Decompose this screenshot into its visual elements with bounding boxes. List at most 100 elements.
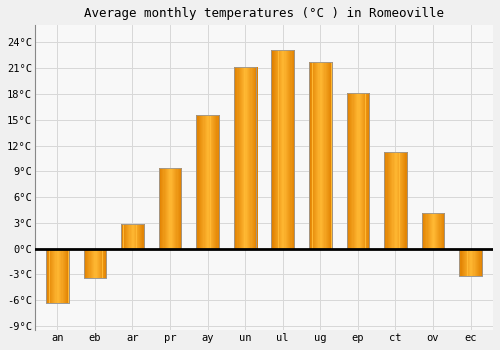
Bar <box>282 50 283 248</box>
Bar <box>121 224 122 248</box>
Bar <box>459 248 482 276</box>
Bar <box>275 50 276 248</box>
Bar <box>212 115 213 248</box>
Bar <box>60 248 62 303</box>
Bar <box>422 212 423 248</box>
Bar <box>430 212 431 248</box>
Bar <box>139 224 140 248</box>
Bar <box>54 248 56 303</box>
Bar <box>330 62 332 248</box>
Bar <box>471 248 472 276</box>
Bar <box>459 248 482 276</box>
Bar <box>244 68 246 248</box>
Bar <box>158 168 181 248</box>
Bar <box>422 212 444 248</box>
Bar <box>248 68 249 248</box>
Bar <box>395 152 396 248</box>
Bar <box>480 248 482 276</box>
Title: Average monthly temperatures (°C ) in Romeoville: Average monthly temperatures (°C ) in Ro… <box>84 7 444 20</box>
Bar <box>323 62 324 248</box>
Bar <box>468 248 470 276</box>
Bar <box>144 224 145 248</box>
Bar <box>84 248 106 278</box>
Bar <box>358 93 360 248</box>
Bar <box>327 62 328 248</box>
Bar <box>253 68 254 248</box>
Bar <box>250 68 252 248</box>
Bar <box>134 224 136 248</box>
Bar <box>442 212 443 248</box>
Bar <box>363 93 364 248</box>
Bar <box>440 212 442 248</box>
Bar <box>464 248 465 276</box>
Bar <box>294 50 295 248</box>
Bar <box>316 62 317 248</box>
Bar <box>66 248 68 303</box>
Bar <box>400 152 402 248</box>
Bar <box>389 152 390 248</box>
Bar <box>256 68 258 248</box>
Bar <box>396 152 397 248</box>
Bar <box>162 168 164 248</box>
Bar <box>122 224 124 248</box>
Bar <box>478 248 480 276</box>
Bar <box>362 93 363 248</box>
Bar <box>198 115 200 248</box>
Bar <box>58 248 59 303</box>
Bar <box>47 248 48 303</box>
Bar <box>463 248 464 276</box>
Bar <box>216 115 218 248</box>
Bar <box>366 93 368 248</box>
Bar <box>384 152 406 248</box>
Bar <box>48 248 50 303</box>
Bar <box>167 168 168 248</box>
Bar <box>384 152 406 248</box>
Bar <box>168 168 170 248</box>
Bar <box>208 115 210 248</box>
Bar <box>404 152 406 248</box>
Bar <box>289 50 290 248</box>
Bar <box>84 248 106 278</box>
Bar <box>196 115 219 248</box>
Bar <box>68 248 70 303</box>
Bar <box>102 248 104 278</box>
Bar <box>437 212 438 248</box>
Bar <box>346 93 369 248</box>
Bar <box>346 93 369 248</box>
Bar <box>426 212 428 248</box>
Bar <box>173 168 174 248</box>
Bar <box>128 224 130 248</box>
Bar <box>166 168 167 248</box>
Bar <box>241 68 242 248</box>
Bar <box>284 50 286 248</box>
Bar <box>180 168 181 248</box>
Bar <box>94 248 96 278</box>
Bar <box>174 168 175 248</box>
Bar <box>65 248 66 303</box>
Bar <box>235 68 236 248</box>
Bar <box>160 168 161 248</box>
Bar <box>328 62 329 248</box>
Bar <box>236 68 238 248</box>
Bar <box>356 93 357 248</box>
Bar <box>104 248 105 278</box>
Bar <box>200 115 201 248</box>
Bar <box>329 62 330 248</box>
Bar <box>424 212 425 248</box>
Bar <box>281 50 282 248</box>
Bar <box>121 224 144 248</box>
Bar <box>106 248 107 278</box>
Bar <box>62 248 64 303</box>
Bar <box>432 212 434 248</box>
Bar <box>179 168 180 248</box>
Bar <box>466 248 468 276</box>
Bar <box>438 212 440 248</box>
Bar <box>278 50 280 248</box>
Bar <box>172 168 173 248</box>
Bar <box>254 68 255 248</box>
Bar <box>214 115 215 248</box>
Bar <box>388 152 389 248</box>
Bar <box>136 224 138 248</box>
Bar <box>403 152 404 248</box>
Bar <box>434 212 436 248</box>
